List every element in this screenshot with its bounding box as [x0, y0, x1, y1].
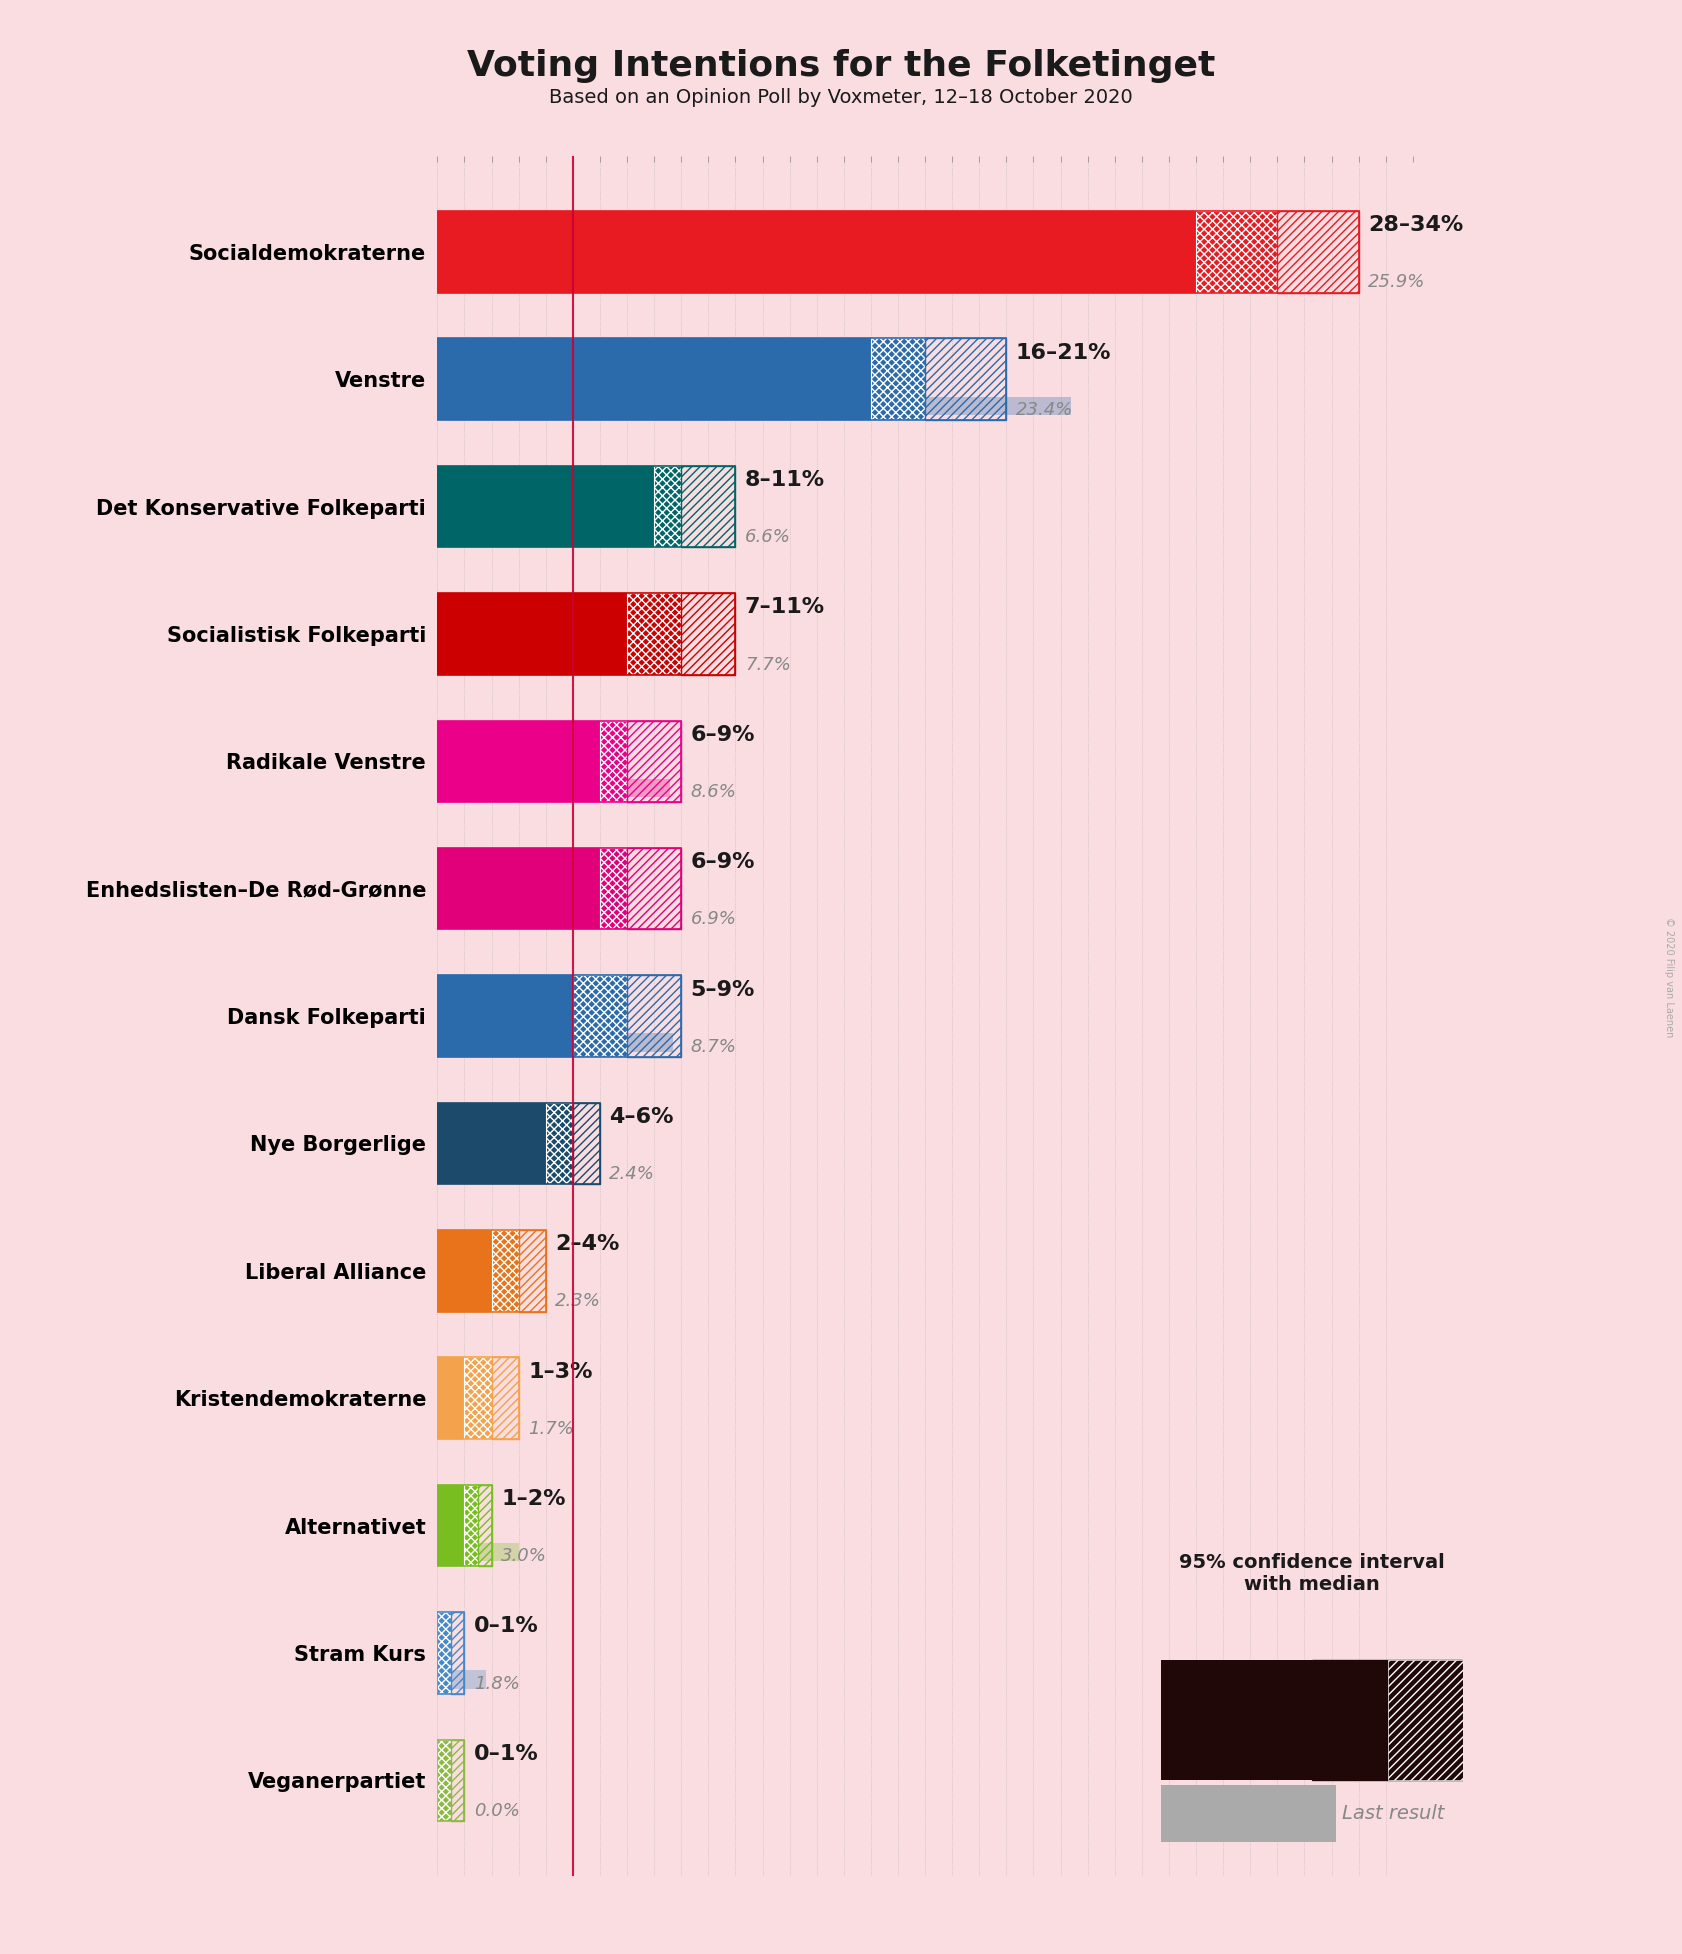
Bar	[491, 1231, 518, 1311]
Text: 95% confidence interval
with median: 95% confidence interval with median	[1179, 1553, 1445, 1594]
Bar	[681, 465, 735, 547]
Text: 1–2%: 1–2%	[501, 1489, 565, 1508]
Bar	[437, 721, 600, 801]
Bar	[437, 1739, 451, 1821]
Text: 23.4%: 23.4%	[1016, 401, 1073, 418]
Bar	[574, 975, 627, 1057]
Bar	[925, 338, 1006, 420]
Text: Voting Intentions for the Folketinget: Voting Intentions for the Folketinget	[468, 49, 1214, 82]
Bar	[437, 848, 600, 930]
Text: 1–3%: 1–3%	[528, 1362, 592, 1381]
Text: Based on an Opinion Poll by Voxmeter, 12–18 October 2020: Based on an Opinion Poll by Voxmeter, 12…	[548, 88, 1134, 107]
Text: 16–21%: 16–21%	[1016, 342, 1112, 363]
Bar	[437, 1288, 500, 1307]
Text: 25.9%: 25.9%	[1367, 274, 1426, 291]
Bar	[437, 1739, 464, 1821]
Text: 28–34%: 28–34%	[1367, 215, 1463, 234]
Text: 6.6%: 6.6%	[745, 528, 791, 547]
Bar	[437, 524, 616, 543]
Bar	[627, 975, 681, 1057]
Bar	[437, 465, 654, 547]
Text: 6.9%: 6.9%	[691, 911, 737, 928]
Bar	[1388, 1661, 1463, 1780]
Bar	[437, 721, 681, 801]
Bar	[437, 397, 1071, 414]
Bar	[437, 594, 735, 674]
Bar	[437, 1034, 673, 1051]
Bar	[437, 848, 681, 930]
Text: 7–11%: 7–11%	[745, 598, 824, 617]
Bar	[437, 1485, 464, 1567]
Bar	[437, 1544, 518, 1561]
Bar	[437, 1358, 518, 1438]
Text: 6–9%: 6–9%	[691, 852, 755, 871]
Text: 8.7%: 8.7%	[691, 1038, 737, 1055]
Bar	[545, 1102, 574, 1184]
Bar	[437, 1671, 486, 1688]
Text: 1.8%: 1.8%	[474, 1675, 520, 1692]
Bar	[437, 651, 646, 670]
Bar	[478, 1485, 491, 1567]
Text: 8.6%: 8.6%	[691, 784, 737, 801]
Bar	[681, 594, 735, 674]
Bar	[437, 907, 624, 924]
Bar	[437, 1612, 451, 1694]
Bar	[1196, 211, 1277, 293]
Bar	[1161, 1784, 1336, 1841]
Bar	[464, 1358, 491, 1438]
Text: 2.3%: 2.3%	[555, 1292, 600, 1311]
Bar	[437, 1485, 491, 1567]
Text: © 2020 Filip van Laenen: © 2020 Filip van Laenen	[1663, 916, 1674, 1038]
Text: 0.0%: 0.0%	[474, 1802, 520, 1819]
Bar	[1312, 1661, 1463, 1780]
Bar	[518, 1231, 545, 1311]
Bar	[627, 594, 681, 674]
Bar	[437, 270, 1139, 287]
Text: 7.7%: 7.7%	[745, 655, 791, 674]
Text: 5–9%: 5–9%	[691, 979, 755, 1000]
Text: 8–11%: 8–11%	[745, 471, 824, 490]
Bar	[437, 975, 681, 1057]
Bar	[437, 1102, 600, 1184]
Bar	[871, 338, 925, 420]
Bar	[600, 848, 627, 930]
Text: 0–1%: 0–1%	[474, 1743, 538, 1764]
Text: Last result: Last result	[1342, 1804, 1445, 1823]
Bar	[437, 1612, 464, 1694]
Bar	[464, 1485, 478, 1567]
Bar	[437, 1161, 503, 1178]
Text: 3.0%: 3.0%	[501, 1548, 547, 1565]
Bar	[451, 1739, 464, 1821]
Text: 1.7%: 1.7%	[528, 1421, 574, 1438]
Bar	[437, 1102, 545, 1184]
Bar	[437, 465, 735, 547]
Bar	[574, 1102, 600, 1184]
Text: 2–4%: 2–4%	[555, 1235, 619, 1254]
Bar	[437, 211, 1196, 293]
Bar	[437, 1231, 491, 1311]
Bar	[437, 778, 671, 797]
Bar	[627, 721, 681, 801]
Bar	[437, 1415, 483, 1434]
Bar	[654, 465, 681, 547]
Bar	[437, 975, 574, 1057]
Bar	[437, 1231, 545, 1311]
Bar	[437, 1358, 464, 1438]
Text: 2.4%: 2.4%	[609, 1165, 656, 1182]
Bar	[491, 1358, 518, 1438]
Text: 4–6%: 4–6%	[609, 1108, 674, 1127]
Bar	[437, 338, 871, 420]
Bar	[451, 1612, 464, 1694]
Text: 0–1%: 0–1%	[474, 1616, 538, 1635]
Text: 6–9%: 6–9%	[691, 725, 755, 744]
Bar	[1277, 211, 1359, 293]
Bar	[627, 848, 681, 930]
Bar	[437, 338, 1006, 420]
Bar	[600, 721, 627, 801]
Bar	[437, 211, 1359, 293]
Bar	[437, 594, 627, 674]
Bar	[1161, 1661, 1312, 1780]
